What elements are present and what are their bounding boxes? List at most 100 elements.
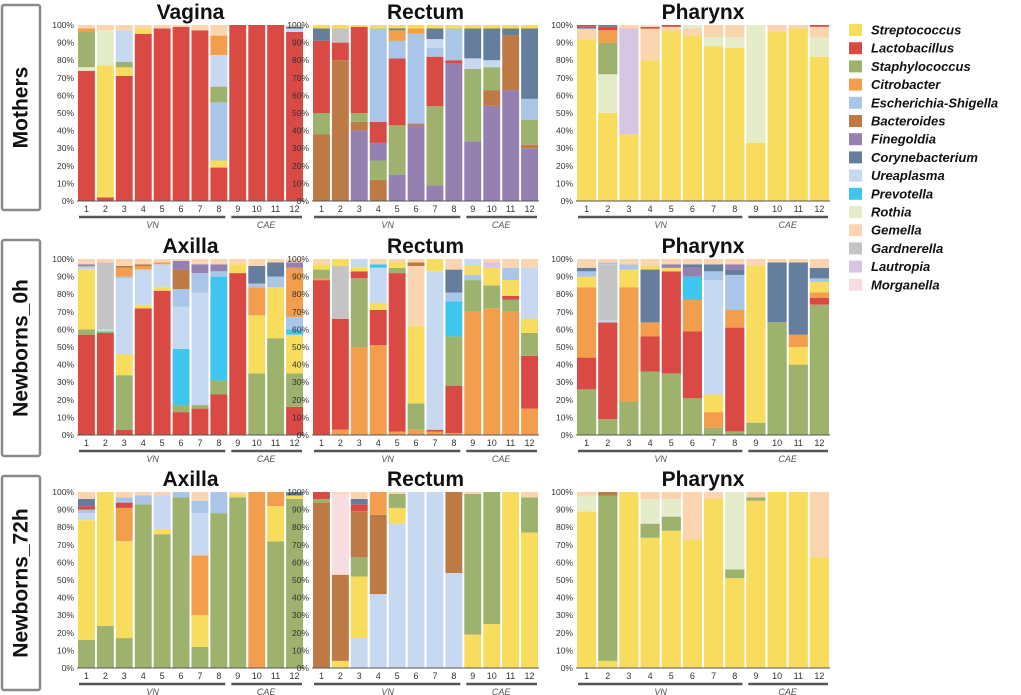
- bar-segment-finegoldia: Finegoldia: 5%: [172, 260, 190, 270]
- bar-segment-citrobacter: Citrobacter: 40%: [577, 287, 597, 358]
- legend-swatch: [849, 78, 862, 91]
- x-tick-label: 5: [395, 204, 400, 214]
- y-tick-label: 100%: [52, 487, 74, 497]
- bar-segment-streptococcus: Streptococcus: 20%: [267, 506, 285, 542]
- bar-segment-staphylococcus: Staphylococcus: 28%: [388, 125, 406, 175]
- bar-segment-staphylococcus: Staphylococcus: 18%: [598, 42, 618, 75]
- bar-segment-gemella: Gemella: 4%: [78, 492, 95, 499]
- legend-item: Morganella: [849, 277, 940, 292]
- row-labels: Mothers Newborns_0h Newborns_72h: [0, 3, 42, 692]
- bar-segment-gemella: Gemella: 2%: [388, 259, 406, 263]
- x-tick-label: 3: [626, 438, 631, 448]
- bar-segment-staphylococcus: Staphylococcus: 2%: [313, 499, 330, 503]
- bar-segment-escherichia-shigella: Escherichia-Shigella: 20%: [725, 274, 745, 310]
- y-tick-label: 40%: [57, 360, 74, 370]
- bar-segment-streptococcus: Streptococcus: 2%: [313, 25, 330, 29]
- bar-segment-gemella: Gemella: 3%: [191, 25, 209, 31]
- bar-segment-gemella: Gemella: 3%: [661, 259, 681, 265]
- bar-segment-finegoldia: Finegoldia: 3%: [725, 264, 745, 270]
- bar-segment-corynebacterium: Corynebacterium: 6%: [426, 28, 444, 40]
- bar-segment-staphylococcus: Staphylococcus: 12%: [191, 646, 209, 668]
- x-tick-label: 9: [753, 671, 758, 681]
- x-tick-label: 5: [669, 671, 674, 681]
- bar-segment-finegoldia: Finegoldia: 43%: [407, 125, 425, 201]
- x-tick-label: 11: [794, 204, 803, 214]
- bar-segment-gemella: Gemella: 2%: [267, 259, 285, 263]
- group-label-cae: CAE: [778, 687, 798, 695]
- bar-segment-staphylococcus: Staphylococcus: 8%: [388, 493, 406, 508]
- bar-segment-lactobacillus: Lactobacillus: 74%: [78, 70, 95, 201]
- y-tick-label: 80%: [292, 55, 309, 65]
- bar-segment-lactobacillus: Lactobacillus: 1%: [577, 25, 597, 27]
- chart-panel: Vagina 0% 10% 20% 30% 40% 50% 60% 70% 80% 90% 100% L…: [52, 1, 304, 230]
- legend-swatch: [849, 187, 862, 200]
- group-label-vn: VN: [381, 454, 394, 464]
- x-tick-label: 4: [376, 204, 381, 214]
- bar-segment-streptococcus: Streptococcus: 2%: [502, 25, 520, 29]
- bar-segment-corynebacterium: Corynebacterium: 4%: [704, 264, 724, 272]
- x-tick-label: 4: [648, 438, 653, 448]
- y-tick-label: 20%: [292, 395, 309, 405]
- bar-segment-escherichia-shigella: Escherichia-Shigella: 5%: [445, 292, 463, 302]
- bar-segment-lactobacillus: Lactobacillus: 12%: [369, 121, 387, 143]
- bar-segment-lactobacillus: Lactobacillus: 27%: [445, 385, 463, 434]
- y-tick-label: 70%: [556, 307, 573, 317]
- bar-segment-corynebacterium: Corynebacterium: 4%: [78, 499, 95, 506]
- bar-segment-lactobacillus: Lactobacillus: 30%: [521, 355, 538, 409]
- bar-segment-escherichia-shigella: Escherichia-Shigella: 53%: [369, 28, 387, 122]
- bar-segment-gemella: Gemella: 1%: [172, 259, 190, 261]
- x-tick-label: 5: [160, 204, 165, 214]
- bar-segment-streptococcus: Streptococcus: 100%: [788, 492, 808, 668]
- bar-segment-streptococcus: Streptococcus: 2%: [153, 287, 171, 291]
- x-tick-label: 2: [338, 438, 343, 448]
- bar-segment-staphylococcus: Staphylococcus: 26%: [577, 389, 597, 435]
- bar-segment-bacteroides: Bacteroides: 26%: [350, 511, 368, 558]
- row-label: Mothers: [10, 67, 33, 149]
- bar-segment-gemella: Gemella: 2%: [788, 25, 808, 29]
- bar-segment-gemella: Gemella: 3%: [619, 259, 639, 265]
- x-tick-label: 12: [524, 671, 534, 681]
- x-tick-label: 11: [794, 671, 803, 681]
- bar-segment-citrobacter: Citrobacter: 13%: [369, 492, 387, 515]
- x-tick-label: 8: [732, 204, 737, 214]
- bar-segment-streptococcus: Streptococcus: 73%: [682, 539, 702, 668]
- bar-segment-streptococcus: Streptococcus: 87%: [725, 47, 745, 202]
- y-tick-label: 60%: [556, 557, 573, 567]
- bar-segment-lactobacillus: Lactobacillus: 4%: [350, 271, 368, 279]
- bar-segment-staphylococcus: Staphylococcus: 55%: [267, 338, 285, 435]
- legend-item: Rothia: [849, 205, 911, 220]
- bar-segment-ureaplasma: Ureaplasma: 5%: [426, 39, 444, 48]
- bar-segment-streptococcus: Streptococcus: 2%: [521, 25, 538, 29]
- bar-segment-staphylococcus: Staphylococcus: 39%: [350, 278, 368, 347]
- y-tick-label: 90%: [57, 505, 74, 515]
- legend-item: Lactobacillus: [849, 41, 954, 56]
- bar-segment-bacteroides: Bacteroides: 2%: [407, 262, 425, 266]
- bar-segment-escherichia-shigella: Escherichia-Shigella: 7%: [502, 267, 520, 281]
- bar-segment-escherichia-shigella: Escherichia-Shigella: 12%: [521, 98, 538, 120]
- y-tick-label: 80%: [57, 55, 74, 65]
- x-tick-label: 7: [197, 438, 202, 448]
- y-tick-label: 10%: [57, 178, 74, 188]
- y-tick-label: 20%: [556, 395, 573, 405]
- bar-segment-ureaplasma: Ureaplasma: 18%: [115, 30, 133, 62]
- bar-segment-streptococcus: Streptococcus: 2%: [661, 267, 681, 272]
- bar-segment-lactobacillus: Lactobacillus: 19%: [210, 167, 228, 201]
- bar-segment-streptococcus: Streptococcus: 12%: [115, 354, 133, 376]
- y-tick-label: 0%: [561, 663, 574, 673]
- bar-segment-finegoldia: Finegoldia: 34%: [464, 141, 482, 201]
- bar-segment-gemella: Gemella: 3%: [746, 492, 766, 498]
- bar-segment-gemella: Gemella: 5%: [577, 259, 597, 268]
- row-label-box: [0, 3, 42, 212]
- y-tick-label: 60%: [57, 324, 74, 334]
- bar-segment-citrobacter: Citrobacter: 9%: [704, 412, 724, 428]
- x-tick-label: 10: [487, 204, 497, 214]
- bar-segment-lactobacillus: Lactobacillus: 95%: [134, 33, 152, 201]
- y-tick-label: 80%: [556, 289, 573, 299]
- legend-label: Ureaplasma: [871, 168, 945, 183]
- bar-segment-streptococcus: Streptococcus: 38%: [619, 134, 639, 201]
- bar-segment-corynebacterium: Corynebacterium: 17%: [464, 28, 482, 59]
- x-tick-label: 8: [451, 204, 456, 214]
- bar-segment-corynebacterium: Corynebacterium: 1%: [286, 26, 303, 29]
- y-tick-label: 40%: [292, 593, 309, 603]
- bar-segment-finegoldia: Finegoldia: 78%: [445, 63, 463, 202]
